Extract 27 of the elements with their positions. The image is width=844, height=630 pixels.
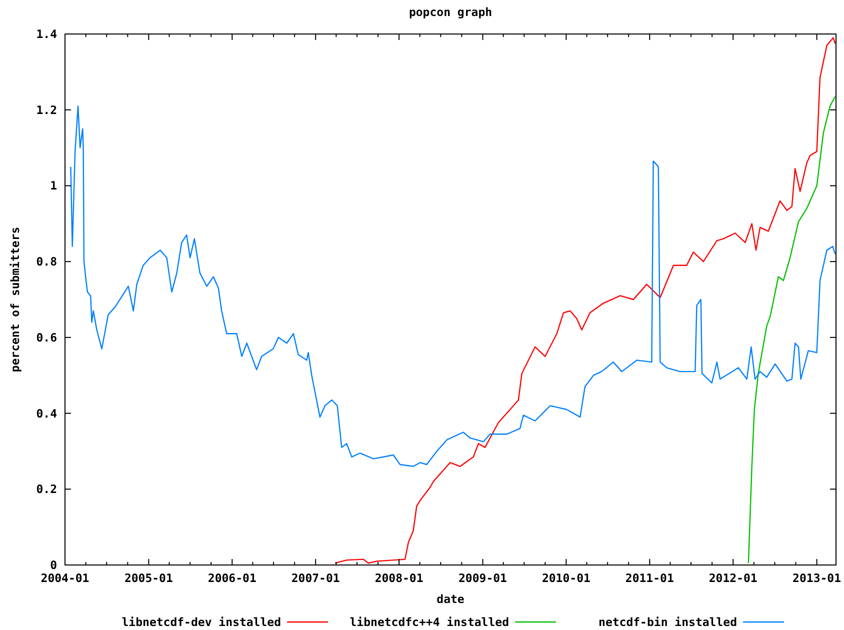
line-series bbox=[748, 96, 836, 564]
y-tick-label: 1 bbox=[50, 178, 58, 193]
y-tick-label: 1.2 bbox=[36, 102, 57, 117]
legend-label: libnetcdfc++4 installed bbox=[350, 615, 510, 629]
line-series bbox=[334, 37, 836, 564]
y-tick-label: 0.4 bbox=[36, 406, 58, 420]
x-tick-label: 2011-01 bbox=[625, 571, 674, 585]
y-tick-label: 1.4 bbox=[36, 27, 58, 41]
x-tick-label: 2005-01 bbox=[124, 571, 173, 585]
x-axis-title: date bbox=[436, 592, 464, 606]
x-tick-label: 2013-01 bbox=[792, 571, 842, 585]
x-tick-label: 2007-01 bbox=[291, 571, 340, 585]
y-tick-label: 0 bbox=[50, 558, 58, 572]
y-axis-title: percent of submitters bbox=[8, 226, 22, 372]
x-tick-label: 2009-01 bbox=[458, 571, 508, 585]
y-tick-label: 0.6 bbox=[36, 330, 58, 344]
line-series bbox=[70, 105, 836, 467]
legend-label: libnetcdf-dev installed bbox=[122, 615, 282, 629]
x-tick-label: 2006-01 bbox=[208, 571, 256, 585]
x-tick-label: 2012-01 bbox=[708, 571, 758, 585]
x-tick-label: 2004-01 bbox=[40, 571, 90, 585]
x-tick-label: 2008-01 bbox=[374, 571, 424, 585]
y-tick-label: 0.2 bbox=[36, 482, 57, 496]
chart-title: popcon graph bbox=[408, 5, 492, 19]
x-tick-label: 2010-01 bbox=[542, 571, 591, 585]
y-tick-label: 0.8 bbox=[36, 254, 58, 269]
legend-label: netcdf-bin installed bbox=[598, 615, 738, 629]
